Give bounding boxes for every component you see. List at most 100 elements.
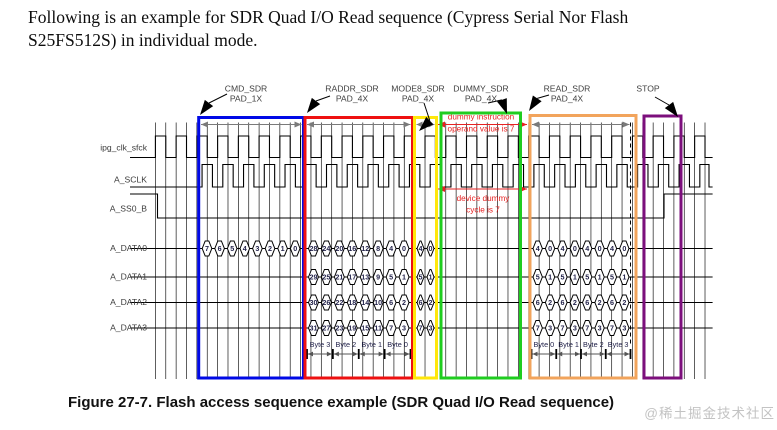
data-value: 24 (322, 244, 330, 253)
data-value-box (214, 240, 225, 257)
intro-line-1: Following is an example for SDR Quad I/O… (28, 7, 629, 27)
data-value: 5 (560, 273, 564, 282)
section-box-cmd (197, 116, 305, 380)
data-value-box (594, 269, 605, 285)
data-value: 2 (402, 298, 406, 307)
data-value-box (606, 240, 618, 257)
span-arrow-read-head (622, 121, 630, 128)
data-value: 4 (419, 244, 423, 253)
data-value: 2 (573, 298, 577, 307)
data-value: 0 (598, 244, 602, 253)
data-value-box (320, 269, 332, 285)
data-value: 16 (348, 244, 356, 253)
data-value: 1 (402, 273, 406, 282)
data-value: 5 (585, 273, 589, 282)
data-value: 3 (402, 324, 406, 333)
data-value: 28 (309, 244, 317, 253)
data-value: 21 (335, 273, 343, 282)
data-value-box (307, 240, 319, 257)
data-value: 1 (429, 273, 433, 282)
pointer-arrowhead-read (529, 95, 542, 111)
data-value: 4 (389, 244, 393, 253)
byte-span-arrow-head (308, 351, 313, 357)
data-value-box (359, 240, 371, 257)
data-value-box (333, 294, 345, 311)
byte-span-arrow-head (557, 351, 563, 357)
data-value-box (346, 294, 358, 311)
byte-label: Byte 0 (534, 340, 555, 349)
watermark-text: @稀土掘金技术社区 (644, 406, 775, 421)
byte-span-arrow-head (599, 351, 605, 357)
intro-paragraph: Following is an example for SDR Quad I/O… (28, 6, 768, 51)
pointer-arrowhead-stop (664, 101, 678, 117)
data-value: 5 (536, 273, 540, 282)
data-value-box (532, 320, 543, 336)
data-value-box (372, 269, 384, 285)
data-value-box (532, 294, 543, 311)
span-arrow-mode-head (416, 121, 423, 128)
pointer-line-stop (654, 96, 670, 106)
pointer-line-raddr (315, 95, 331, 102)
data-value-box (346, 240, 358, 257)
data-value: 1 (281, 244, 285, 253)
data-value-box (333, 269, 345, 285)
data-value: 3 (255, 244, 259, 253)
section-title2-dummy: PAD_4X (465, 94, 498, 104)
section-title2-cmd: PAD_1X (230, 94, 263, 104)
data-value: 12 (361, 244, 369, 253)
data-value-box (372, 294, 384, 311)
data-value-box (307, 269, 319, 285)
data-value-box (359, 294, 371, 311)
data-value-box (385, 269, 397, 285)
data-value-box (594, 294, 605, 311)
data-value: 17 (348, 273, 356, 282)
section-box-read (528, 114, 638, 380)
data-value: 7 (560, 324, 564, 333)
section-title-raddr: RADDR_SDR (325, 84, 378, 94)
data-value: 31 (309, 324, 317, 333)
data-value-box (569, 269, 581, 285)
pointer-line-read (537, 94, 550, 99)
data-value-box (201, 240, 213, 257)
data-value: 3 (622, 324, 626, 333)
data-value: 7 (389, 324, 393, 333)
byte-span-arrow-head (385, 351, 391, 357)
data-value: 5 (389, 273, 393, 282)
data-value-box (619, 294, 630, 311)
data-value-box (426, 240, 435, 257)
data-value-box (416, 320, 425, 336)
signal-label-a_data3: A_DATA3 (110, 323, 147, 333)
byte-span-arrow-head (352, 351, 358, 357)
data-value-box (619, 269, 630, 285)
pointer-line-mode (423, 102, 431, 121)
annotation-device-dummy-2: cycle is 7 (466, 206, 500, 215)
data-value: 3 (598, 324, 602, 333)
intro-line-2: S25FS512S) in individual mode. (28, 29, 258, 50)
data-value-box (398, 240, 410, 257)
data-value-box (581, 320, 593, 336)
data-value: 0 (402, 244, 406, 253)
data-value-box (359, 320, 371, 336)
data-value-box (333, 320, 345, 336)
data-value: 13 (361, 273, 369, 282)
data-value: 1 (573, 273, 577, 282)
data-value-box (594, 240, 605, 257)
data-value: 6 (610, 298, 614, 307)
pointer-arrowhead-dummy (497, 98, 507, 114)
byte-span-arrow-head (550, 351, 556, 357)
data-value-box (544, 320, 556, 336)
data-value: 4 (536, 244, 540, 253)
byte-span-arrow-head (404, 351, 410, 357)
figure-caption: Figure 27-7. Flash access sequence examp… (68, 394, 615, 411)
data-value-box (557, 320, 568, 336)
data-value-box (398, 320, 410, 336)
data-value: 5 (610, 273, 614, 282)
data-value: 7 (536, 324, 540, 333)
data-value: 23 (335, 324, 343, 333)
span-arrow-read-head (532, 121, 539, 128)
data-value: 14 (361, 298, 369, 307)
data-value-box (398, 294, 410, 311)
pointer-arrowhead-raddr (307, 97, 321, 113)
data-value-box (606, 269, 618, 285)
